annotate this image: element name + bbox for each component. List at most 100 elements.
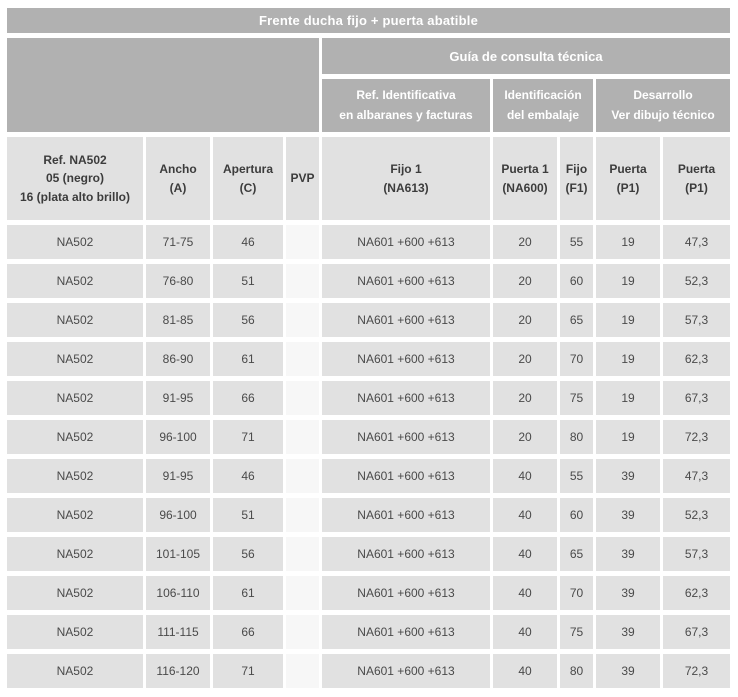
col-header-puerta1: Puerta 1 (NA600) bbox=[493, 137, 557, 220]
data-cell: 56 bbox=[213, 537, 283, 571]
data-cell: 101-105 bbox=[146, 537, 210, 571]
data-cell: 47,3 bbox=[663, 459, 730, 493]
table-title-bar: Frente ducha fijo + puerta abatible bbox=[7, 8, 730, 33]
col-header-apertura: Apertura (C) bbox=[213, 137, 283, 220]
data-cell: 20 bbox=[493, 342, 557, 376]
col-header-fijo1: Fijo 1 (NA613) bbox=[322, 137, 490, 220]
data-cell: 39 bbox=[596, 537, 660, 571]
data-cell: 19 bbox=[596, 225, 660, 259]
group-header-ref-identificativa: Ref. Identificativa en albaranes y factu… bbox=[322, 79, 490, 132]
data-cell: 86-90 bbox=[146, 342, 210, 376]
col-header-ancho: Ancho (A) bbox=[146, 137, 210, 220]
data-cell: 20 bbox=[493, 303, 557, 337]
pvp-cell bbox=[286, 615, 319, 649]
data-cell: 61 bbox=[213, 576, 283, 610]
data-cell: 40 bbox=[493, 654, 557, 688]
data-cell: 20 bbox=[493, 225, 557, 259]
col-header-fijo-f1: Fijo (F1) bbox=[560, 137, 593, 220]
data-cell: 39 bbox=[596, 654, 660, 688]
data-cell: NA502 bbox=[7, 225, 143, 259]
data-cell: 52,3 bbox=[663, 498, 730, 532]
data-cell: 40 bbox=[493, 615, 557, 649]
pvp-cell bbox=[286, 381, 319, 415]
data-cell: 39 bbox=[596, 459, 660, 493]
data-cell: 66 bbox=[213, 615, 283, 649]
data-cell: 62,3 bbox=[663, 576, 730, 610]
data-cell: 19 bbox=[596, 420, 660, 454]
data-cell: 80 bbox=[560, 420, 593, 454]
data-cell: 96-100 bbox=[146, 498, 210, 532]
data-cell: NA502 bbox=[7, 342, 143, 376]
col-header-pvp: PVP bbox=[286, 137, 319, 220]
data-cell: NA502 bbox=[7, 459, 143, 493]
data-cell: NA502 bbox=[7, 303, 143, 337]
data-cell: NA601 +600 +613 bbox=[322, 264, 490, 298]
data-cell: 40 bbox=[493, 576, 557, 610]
data-cell: 40 bbox=[493, 498, 557, 532]
data-cell: 67,3 bbox=[663, 615, 730, 649]
data-cell: NA601 +600 +613 bbox=[322, 381, 490, 415]
data-cell: 39 bbox=[596, 498, 660, 532]
pvp-cell bbox=[286, 342, 319, 376]
data-cell: NA601 +600 +613 bbox=[322, 225, 490, 259]
col-header-puerta-p1-b: Puerta (P1) bbox=[663, 137, 730, 220]
group-header-desarrollo: Desarrollo Ver dibujo técnico bbox=[596, 79, 730, 132]
ref-header-spacer-block bbox=[7, 38, 319, 132]
pvp-cell bbox=[286, 225, 319, 259]
data-cell: 76-80 bbox=[146, 264, 210, 298]
data-cell: 60 bbox=[560, 498, 593, 532]
data-cell: 65 bbox=[560, 537, 593, 571]
data-cell: NA601 +600 +613 bbox=[322, 654, 490, 688]
data-cell: 60 bbox=[560, 264, 593, 298]
data-cell: NA601 +600 +613 bbox=[322, 498, 490, 532]
data-cell: 106-110 bbox=[146, 576, 210, 610]
data-cell: NA502 bbox=[7, 537, 143, 571]
data-cell: NA502 bbox=[7, 381, 143, 415]
data-cell: NA502 bbox=[7, 615, 143, 649]
data-cell: 81-85 bbox=[146, 303, 210, 337]
data-cell: NA601 +600 +613 bbox=[322, 342, 490, 376]
data-cell: 51 bbox=[213, 264, 283, 298]
data-cell: NA502 bbox=[7, 654, 143, 688]
data-cell: NA502 bbox=[7, 576, 143, 610]
data-cell: NA601 +600 +613 bbox=[322, 420, 490, 454]
pvp-cell bbox=[286, 303, 319, 337]
data-cell: 72,3 bbox=[663, 654, 730, 688]
data-cell: 65 bbox=[560, 303, 593, 337]
technical-guide-label: Guía de consulta técnica bbox=[449, 48, 603, 64]
data-cell: 91-95 bbox=[146, 459, 210, 493]
data-cell: NA601 +600 +613 bbox=[322, 615, 490, 649]
price-table: Frente ducha fijo + puerta abatible Guía… bbox=[7, 8, 731, 688]
data-cell: 19 bbox=[596, 264, 660, 298]
data-cell: NA502 bbox=[7, 498, 143, 532]
data-cell: NA502 bbox=[7, 420, 143, 454]
data-cell: 39 bbox=[596, 615, 660, 649]
pvp-cell bbox=[286, 537, 319, 571]
data-cell: 47,3 bbox=[663, 225, 730, 259]
data-cell: 46 bbox=[213, 225, 283, 259]
col-header-ref: Ref. NA502 05 (negro) 16 (plata alto bri… bbox=[7, 137, 143, 220]
data-cell: NA601 +600 +613 bbox=[322, 459, 490, 493]
data-cell: 55 bbox=[560, 459, 593, 493]
data-cell: NA601 +600 +613 bbox=[322, 303, 490, 337]
data-cell: 67,3 bbox=[663, 381, 730, 415]
data-cell: 62,3 bbox=[663, 342, 730, 376]
data-cell: NA601 +600 +613 bbox=[322, 537, 490, 571]
data-cell: 19 bbox=[596, 381, 660, 415]
data-cell: 71 bbox=[213, 654, 283, 688]
data-cell: 20 bbox=[493, 381, 557, 415]
data-cell: 91-95 bbox=[146, 381, 210, 415]
col-header-puerta-p1-a: Puerta (P1) bbox=[596, 137, 660, 220]
data-cell: 72,3 bbox=[663, 420, 730, 454]
technical-guide-header: Guía de consulta técnica bbox=[322, 38, 730, 74]
group-header-identificacion-embalaje: Identificación del embalaje bbox=[493, 79, 593, 132]
data-cell: 96-100 bbox=[146, 420, 210, 454]
data-cell: 80 bbox=[560, 654, 593, 688]
pvp-cell bbox=[286, 654, 319, 688]
data-cell: 56 bbox=[213, 303, 283, 337]
table-title: Frente ducha fijo + puerta abatible bbox=[258, 13, 478, 28]
data-cell: 111-115 bbox=[146, 615, 210, 649]
data-cell: 20 bbox=[493, 264, 557, 298]
data-cell: 70 bbox=[560, 576, 593, 610]
